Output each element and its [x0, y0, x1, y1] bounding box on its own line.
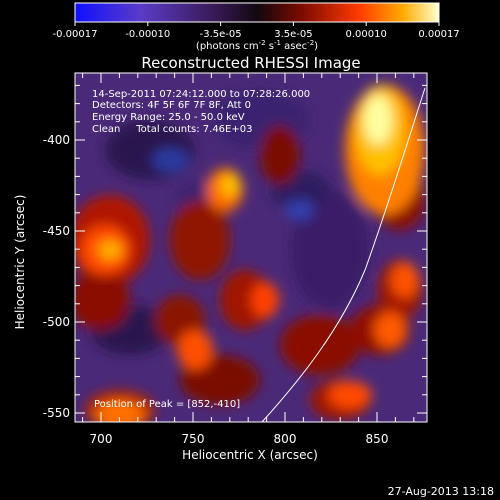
emission-blob [374, 312, 406, 348]
emission-blob [220, 173, 240, 197]
solar-limb-line [261, 87, 426, 422]
y-tick-label: -500 [43, 315, 70, 329]
emission-blob [364, 95, 392, 145]
annotation-peak-position: Position of Peak = [852,-410] [94, 399, 240, 410]
colorbar-tick-label: -3.5e-05 [200, 29, 242, 40]
colorbar-gradient [74, 2, 440, 23]
axis-ticks [75, 73, 427, 422]
emission-blob [280, 315, 360, 375]
emission-blob [328, 381, 372, 409]
emission-blob [152, 148, 188, 172]
x-tick-label: 750 [182, 432, 205, 446]
emission-blob [75, 270, 130, 330]
colorbar-ticks: -0.00017 -0.00010 -3.5e-05 3.5e-05 0.00010 0.… [53, 22, 460, 40]
annotation-detectors: Detectors: 4F 5F 6F 7F 8F, Att 0 [92, 100, 251, 111]
colorbar-tick-label: 0.00010 [346, 29, 387, 40]
annotation-clean-counts: Clean Total counts: 7.46E+03 [92, 124, 252, 135]
y-tick-label: -450 [43, 224, 70, 238]
y-tick-label: -550 [43, 406, 70, 420]
colorbar-tick-label: -0.00017 [53, 29, 98, 40]
footer-timestamp: 27-Aug-2013 13:18 [388, 485, 494, 498]
emission-blob [290, 190, 370, 310]
emission-blob [391, 262, 419, 298]
x-tick-label: 850 [366, 432, 389, 446]
colorbar-tick-label: 3.5e-05 [274, 29, 312, 40]
y-tick-label: -400 [43, 133, 70, 147]
emission-blob [251, 282, 279, 318]
emission-blob [98, 240, 122, 260]
image-plot: 14-Sep-2011 07:24:12.000 to 07:28:26.000… [74, 72, 428, 423]
plot-frame [74, 72, 428, 423]
x-tick-label: 800 [274, 432, 297, 446]
annotation-time-range: 14-Sep-2011 07:24:12.000 to 07:28:26.000 [92, 89, 310, 100]
emission-blob [286, 200, 314, 220]
plot-title: Reconstructed RHESSI Image [141, 54, 360, 72]
colorbar: -0.00017 -0.00010 -3.5e-05 3.5e-05 0.00010 0.… [53, 2, 460, 52]
emission-blob [95, 400, 145, 422]
x-tick-label: 700 [90, 432, 113, 446]
emission-blob [177, 330, 213, 370]
emission-blob [170, 200, 230, 280]
emission-map [75, 85, 425, 422]
colorbar-units-label: (photons cm-2 s-1 asec-2) [196, 39, 318, 52]
y-axis-label: Heliocentric Y (arcsec) [13, 195, 27, 330]
x-axis-label: Heliocentric X (arcsec) [182, 448, 318, 462]
colorbar-tick-label: 0.00017 [418, 29, 459, 40]
colorbar-tick-label: -0.00010 [125, 29, 170, 40]
annotation-energy-range: Energy Range: 25.0 - 50.0 keV [92, 112, 245, 123]
emission-blob [260, 125, 300, 185]
